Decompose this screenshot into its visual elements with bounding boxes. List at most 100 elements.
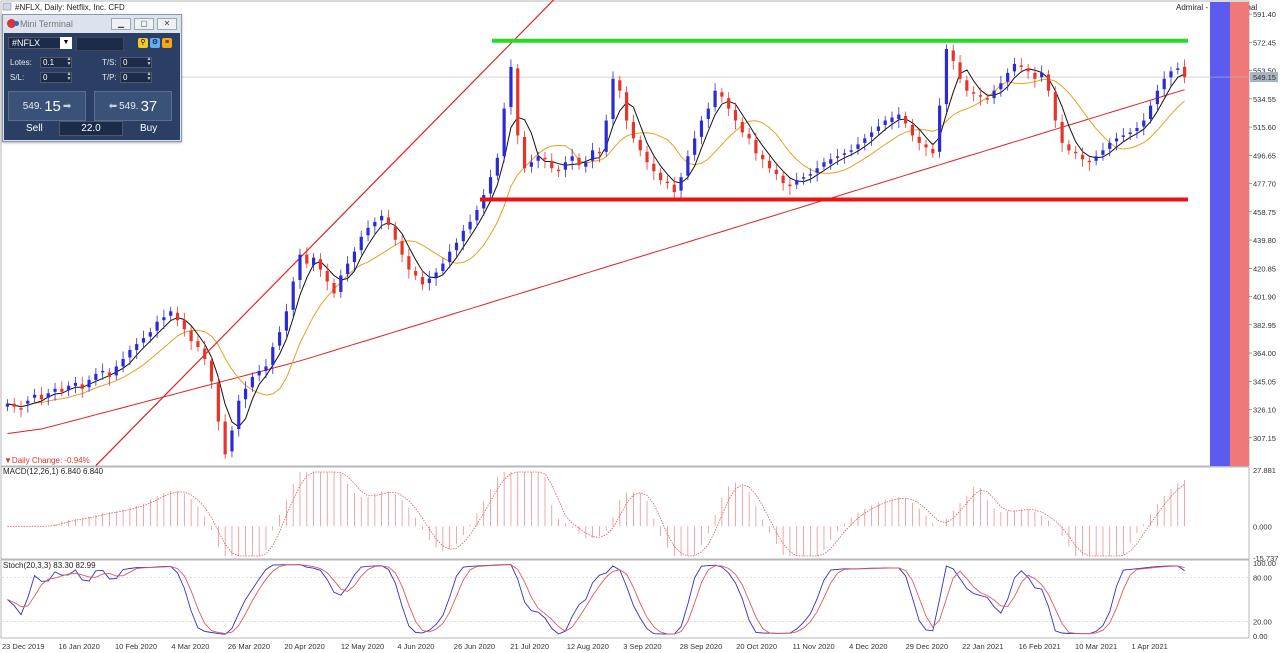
symbol-extra-field[interactable] (76, 37, 124, 51)
candle-body (686, 156, 690, 176)
candle-body (529, 162, 533, 167)
lock-icon[interactable]: ⚲ (138, 38, 148, 48)
sell-price-button[interactable]: 549. 15 ➡ (8, 91, 86, 121)
blue-zone-band (1210, 2, 1230, 466)
y-tick-label: 326.10 (1253, 406, 1276, 415)
buy-price-button[interactable]: ⬅ 549. 37 (94, 91, 172, 121)
buy-price-prefix: 549. (119, 100, 139, 112)
candle-body (625, 92, 629, 121)
candle-body (856, 144, 860, 149)
candle-body (808, 174, 812, 176)
candle-body (1046, 74, 1051, 91)
y-tick-label: 477.70 (1253, 180, 1276, 189)
candle-body (346, 263, 350, 275)
lots-stepper[interactable]: ▲ ▼ (66, 56, 72, 67)
y-tick-label: 496.65 (1253, 151, 1276, 160)
price-panel (4, 0, 1248, 466)
tp-stepper[interactable]: ▲ ▼ (146, 71, 152, 82)
candle-body (1006, 72, 1010, 82)
y-tick-label: 458.75 (1253, 208, 1276, 217)
candle-body (1067, 144, 1071, 151)
candle-body (1060, 122, 1064, 143)
candle-body (1142, 120, 1146, 127)
ts-label: T/S: (102, 58, 117, 67)
macd-signal-line (7, 471, 1185, 557)
candle-body (12, 403, 16, 407)
sl-stepper[interactable]: ▲ ▼ (66, 71, 72, 82)
axes: 591.40 572.45 553.50 534.55 515.60 496.65 477.… (2, 10, 1278, 651)
tp-input[interactable]: 0 (120, 72, 152, 83)
candle-body (740, 122, 744, 133)
candle-body (1040, 72, 1044, 78)
candle-body (1101, 150, 1105, 155)
y-tick-label: 534.55 (1253, 95, 1276, 104)
candle-body (890, 117, 894, 123)
y-tick-label: 439.80 (1253, 236, 1276, 245)
candle-body (502, 108, 506, 157)
candle-body (53, 388, 57, 392)
candle-body (298, 254, 302, 280)
buy-button[interactable]: Buy (140, 123, 158, 134)
minimize-icon[interactable]: ▁ (111, 17, 131, 30)
maximize-icon[interactable]: ▢ (134, 17, 154, 30)
candle-body (495, 157, 499, 176)
trendline (95, 0, 555, 466)
candle-body (665, 181, 670, 184)
candle-body (699, 120, 704, 137)
candle-body (60, 388, 64, 392)
candle-body (509, 66, 513, 108)
candle-body (352, 251, 357, 263)
candle-body (883, 120, 887, 125)
candle-body (849, 150, 853, 152)
sma-slow-line (7, 78, 1185, 408)
candle-body (454, 242, 459, 251)
macd-tick-label: -15.737 (1253, 554, 1278, 563)
candle-body (39, 394, 44, 400)
candle-body (414, 271, 418, 276)
symbol-select[interactable]: #NFLX (8, 37, 72, 49)
candle-body (516, 68, 520, 136)
candle-body (1176, 68, 1180, 70)
candle-body (910, 124, 915, 136)
volume-input[interactable]: 22.0 (59, 121, 123, 136)
candle-body (842, 153, 846, 155)
sma-long-line (7, 89, 1185, 434)
candle-body (638, 139, 642, 151)
candle-body (659, 172, 663, 181)
chevron-down-icon[interactable]: ▼ (60, 37, 72, 49)
candle-body (815, 168, 819, 173)
lots-input[interactable]: 0.1 (40, 57, 72, 68)
settings-icon[interactable]: ≡ (162, 38, 172, 48)
candle-body (767, 160, 772, 169)
candle-body (332, 282, 336, 294)
ts-input[interactable]: 0 (120, 57, 152, 68)
candle-body (543, 157, 547, 160)
ts-stepper[interactable]: ▲ ▼ (146, 56, 152, 67)
candle-body (223, 421, 227, 455)
sell-button[interactable]: Sell (26, 123, 43, 134)
red-zone-band (1230, 2, 1249, 466)
x-tick-label: 29 Dec 2020 (906, 642, 949, 651)
candle-body (373, 221, 377, 227)
candle-body (128, 350, 132, 358)
candle-body (101, 370, 105, 373)
candle-body (73, 382, 78, 386)
candle-body (1108, 142, 1112, 149)
candle-body (754, 139, 758, 154)
mini-terminal-titlebar[interactable]: Mini Terminal ▁ ▢ ✕ (3, 15, 181, 32)
candle-body (284, 311, 288, 331)
candle-body (182, 320, 186, 330)
candle-body (876, 126, 880, 131)
candle-body (924, 144, 928, 148)
current-price-tag-label: 549.15 (1253, 73, 1276, 82)
gear-icon[interactable]: ⚙ (150, 38, 160, 48)
sl-input[interactable]: 0 (40, 72, 72, 83)
stoch-tick-label: 80.00 (1253, 574, 1272, 583)
candle-body (5, 403, 10, 407)
candle-body (761, 154, 765, 160)
close-icon[interactable]: ✕ (157, 17, 177, 30)
mini-terminal-panel[interactable]: Mini Terminal ▁ ▢ ✕ #NFLX ▼ ⚲ ⚙ ≡ Lotes:… (2, 14, 182, 142)
tp-label: T/P: (102, 73, 117, 82)
sl-label: S/L: (10, 73, 25, 82)
candle-body (944, 48, 949, 105)
